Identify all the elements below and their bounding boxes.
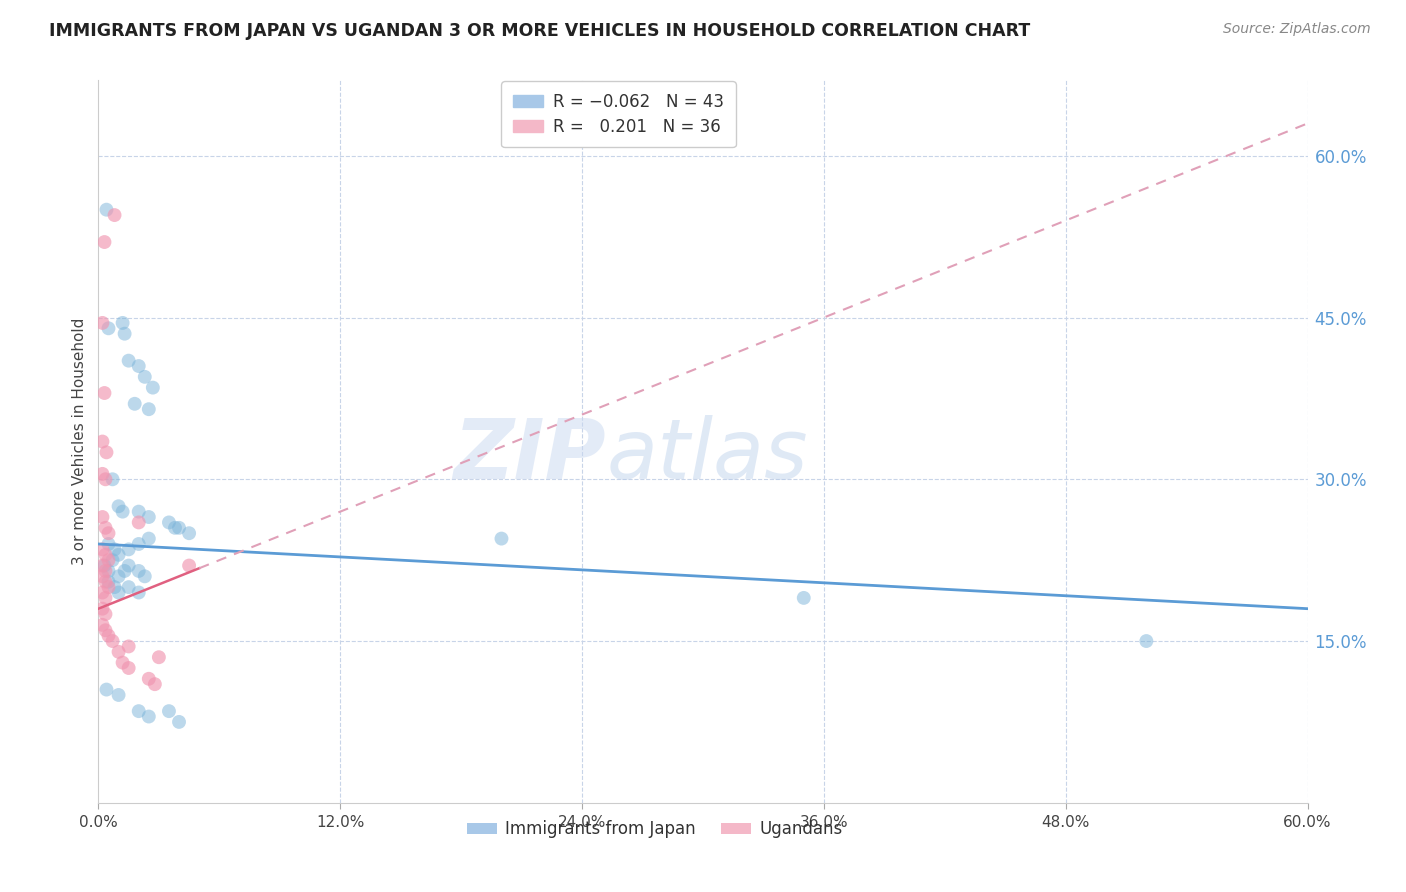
Point — [107, 548, 129, 562]
Point — [91, 467, 114, 481]
Point — [179, 526, 201, 541]
Point — [91, 558, 114, 573]
Point — [97, 553, 120, 567]
Point — [107, 500, 129, 514]
Point — [142, 381, 165, 395]
Point — [97, 580, 120, 594]
Point — [128, 704, 150, 718]
Point — [128, 585, 150, 599]
Point — [134, 569, 156, 583]
Point — [107, 569, 129, 583]
Point — [111, 656, 134, 670]
Point — [114, 326, 136, 341]
Point — [93, 558, 115, 573]
Point — [91, 434, 114, 449]
Point — [118, 542, 141, 557]
Point — [138, 532, 160, 546]
Point — [91, 542, 114, 557]
Point — [128, 359, 150, 373]
Point — [97, 321, 120, 335]
Point — [94, 521, 117, 535]
Point — [163, 521, 186, 535]
Point — [179, 558, 201, 573]
Point — [94, 548, 117, 562]
Point — [157, 704, 180, 718]
Point — [103, 580, 125, 594]
Point — [96, 202, 118, 217]
Text: atlas: atlas — [606, 416, 808, 497]
Point — [111, 316, 134, 330]
Point — [101, 553, 124, 567]
Point — [128, 505, 150, 519]
Legend: Immigrants from Japan, Ugandans: Immigrants from Japan, Ugandans — [460, 814, 849, 845]
Point — [101, 634, 124, 648]
Point — [107, 688, 129, 702]
Point — [94, 607, 117, 621]
Point — [97, 629, 120, 643]
Point — [124, 397, 146, 411]
Point — [793, 591, 815, 605]
Text: ZIP: ZIP — [454, 416, 606, 497]
Point — [118, 661, 141, 675]
Point — [97, 537, 120, 551]
Point — [107, 645, 129, 659]
Point — [101, 472, 124, 486]
Point — [118, 640, 141, 654]
Point — [167, 521, 190, 535]
Point — [118, 353, 141, 368]
Point — [94, 591, 117, 605]
Text: IMMIGRANTS FROM JAPAN VS UGANDAN 3 OR MORE VEHICLES IN HOUSEHOLD CORRELATION CHA: IMMIGRANTS FROM JAPAN VS UGANDAN 3 OR MO… — [49, 22, 1031, 40]
Point — [97, 526, 120, 541]
Point — [91, 618, 114, 632]
Point — [128, 516, 150, 530]
Point — [118, 558, 141, 573]
Point — [134, 369, 156, 384]
Point — [91, 601, 114, 615]
Point — [91, 510, 114, 524]
Point — [167, 714, 190, 729]
Point — [91, 585, 114, 599]
Point — [94, 574, 117, 589]
Point — [138, 672, 160, 686]
Point — [143, 677, 166, 691]
Point — [107, 585, 129, 599]
Point — [138, 709, 160, 723]
Point — [94, 624, 117, 638]
Point — [138, 402, 160, 417]
Point — [128, 564, 150, 578]
Point — [138, 510, 160, 524]
Point — [91, 569, 114, 583]
Point — [96, 682, 118, 697]
Point — [103, 208, 125, 222]
Point — [93, 386, 115, 401]
Point — [128, 537, 150, 551]
Y-axis label: 3 or more Vehicles in Household: 3 or more Vehicles in Household — [72, 318, 87, 566]
Point — [157, 516, 180, 530]
Point — [103, 542, 125, 557]
Point — [96, 445, 118, 459]
Point — [97, 574, 120, 589]
Point — [114, 564, 136, 578]
Text: Source: ZipAtlas.com: Source: ZipAtlas.com — [1223, 22, 1371, 37]
Point — [1135, 634, 1157, 648]
Point — [491, 532, 513, 546]
Point — [94, 472, 117, 486]
Point — [118, 580, 141, 594]
Point — [91, 316, 114, 330]
Point — [94, 564, 117, 578]
Point — [97, 564, 120, 578]
Point — [148, 650, 170, 665]
Point — [93, 235, 115, 249]
Point — [111, 505, 134, 519]
